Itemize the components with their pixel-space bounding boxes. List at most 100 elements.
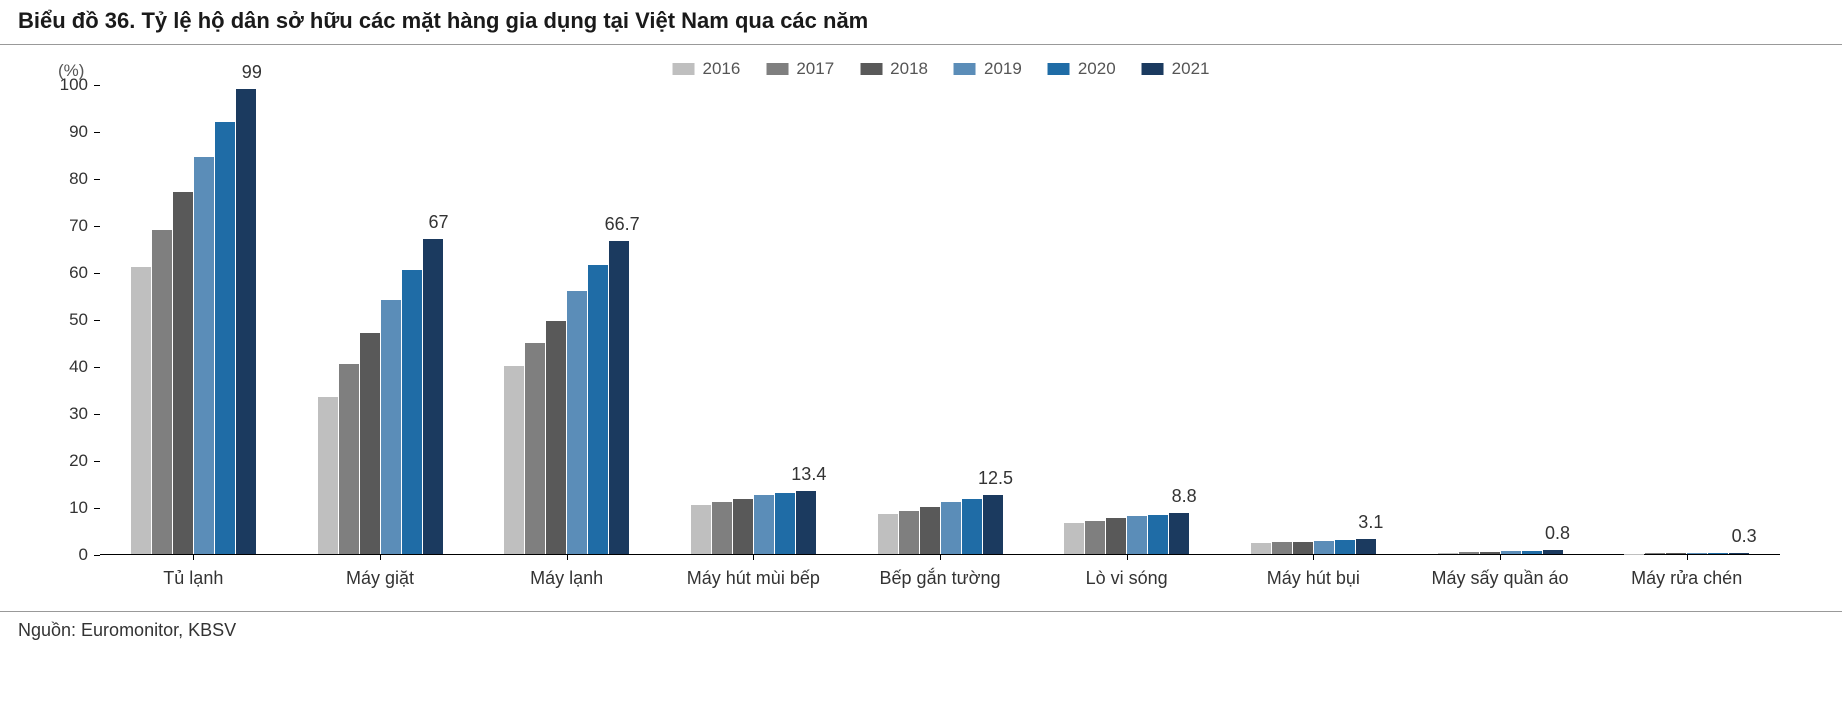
category-label: Tủ lạnh	[100, 568, 287, 589]
x-tick	[1687, 554, 1688, 560]
y-tick-label: 70	[48, 216, 88, 236]
y-tick	[94, 461, 100, 462]
legend-label: 2020	[1078, 59, 1116, 79]
y-tick	[94, 555, 100, 556]
y-tick	[94, 414, 100, 415]
source-text: Nguồn: Euromonitor, KBSV	[0, 611, 1842, 641]
bar	[318, 397, 338, 554]
x-tick	[1313, 554, 1314, 560]
bar	[1687, 553, 1707, 554]
y-tick	[94, 367, 100, 368]
legend-swatch	[1048, 63, 1070, 75]
bar	[796, 491, 816, 554]
chart-title: Biểu đồ 36. Tỷ lệ hộ dân sở hữu các mặt …	[0, 0, 1842, 45]
x-tick	[753, 554, 754, 560]
y-tick	[94, 132, 100, 133]
bar	[1335, 540, 1355, 554]
bar	[1459, 552, 1479, 554]
bar	[1314, 541, 1334, 554]
y-tick-label: 30	[48, 404, 88, 424]
legend-item: 2018	[860, 59, 928, 79]
bar-group: 67Máy giặt	[318, 239, 443, 554]
legend-item: 2016	[673, 59, 741, 79]
bar	[1356, 539, 1376, 554]
y-tick-label: 80	[48, 169, 88, 189]
category-label: Máy hút bụi	[1220, 568, 1407, 589]
bar	[504, 366, 524, 554]
category-label: Máy giặt	[287, 568, 474, 589]
bar	[525, 343, 545, 555]
bar-group: 99Tủ lạnh	[131, 89, 256, 554]
y-tick	[94, 226, 100, 227]
bar	[402, 270, 422, 554]
bar	[131, 267, 151, 554]
x-tick	[1127, 554, 1128, 560]
bar	[1708, 553, 1728, 554]
legend-label: 2021	[1172, 59, 1210, 79]
legend-swatch	[954, 63, 976, 75]
y-tick-label: 40	[48, 357, 88, 377]
bar	[1501, 551, 1521, 554]
bar	[920, 507, 940, 554]
bar	[754, 495, 774, 554]
y-tick	[94, 179, 100, 180]
legend: 2016 2017 2018 2019 2020 2021	[673, 59, 1210, 79]
category-label: Máy sấy quần áo	[1407, 568, 1594, 589]
bar-value-label: 67	[428, 212, 448, 233]
x-tick	[1500, 554, 1501, 560]
bar	[194, 157, 214, 554]
y-tick	[94, 320, 100, 321]
category-label: Bếp gắn tường	[847, 568, 1034, 589]
bar-group: 12.5Bếp gắn tường	[878, 495, 1003, 554]
bar	[1251, 543, 1271, 554]
bar	[878, 514, 898, 554]
bar	[899, 511, 919, 554]
bar-value-label: 12.5	[978, 468, 1013, 489]
bar	[1106, 518, 1126, 554]
bar	[1543, 550, 1563, 554]
bar	[1127, 516, 1147, 554]
plot: 010203040506070809010099Tủ lạnh67Máy giặ…	[100, 85, 1780, 555]
bar	[1148, 515, 1168, 554]
y-tick-label: 60	[48, 263, 88, 283]
bar	[1272, 542, 1292, 554]
legend-label: 2018	[890, 59, 928, 79]
legend-swatch	[860, 63, 882, 75]
legend-item: 2019	[954, 59, 1022, 79]
x-tick	[940, 554, 941, 560]
bar-group: 8.8Lò vi sóng	[1064, 513, 1189, 554]
bar	[941, 502, 961, 554]
bar	[215, 122, 235, 554]
y-tick-label: 10	[48, 498, 88, 518]
x-tick	[193, 554, 194, 560]
bar-group: 13.4Máy hút mùi bếp	[691, 491, 816, 554]
bar-value-label: 0.3	[1732, 526, 1757, 547]
legend-item: 2020	[1048, 59, 1116, 79]
bar	[733, 499, 753, 554]
y-tick-label: 100	[48, 75, 88, 95]
bar	[1438, 553, 1458, 554]
category-label: Máy rửa chén	[1593, 568, 1780, 589]
legend-label: 2016	[703, 59, 741, 79]
bar	[962, 499, 982, 554]
y-tick	[94, 508, 100, 509]
bar	[381, 300, 401, 554]
bar	[339, 364, 359, 554]
bar	[588, 265, 608, 554]
legend-label: 2019	[984, 59, 1022, 79]
legend-label: 2017	[796, 59, 834, 79]
y-tick	[94, 273, 100, 274]
legend-swatch	[1142, 63, 1164, 75]
bar-value-label: 0.8	[1545, 523, 1570, 544]
category-label: Máy hút mùi bếp	[660, 568, 847, 589]
bar	[546, 321, 566, 554]
y-tick-label: 90	[48, 122, 88, 142]
category-label: Lò vi sóng	[1033, 568, 1220, 589]
bar	[775, 493, 795, 554]
bar	[609, 241, 629, 554]
y-tick	[94, 85, 100, 86]
bar	[1169, 513, 1189, 554]
bar-value-label: 3.1	[1358, 512, 1383, 533]
bar	[1480, 552, 1500, 554]
bar	[173, 192, 193, 554]
